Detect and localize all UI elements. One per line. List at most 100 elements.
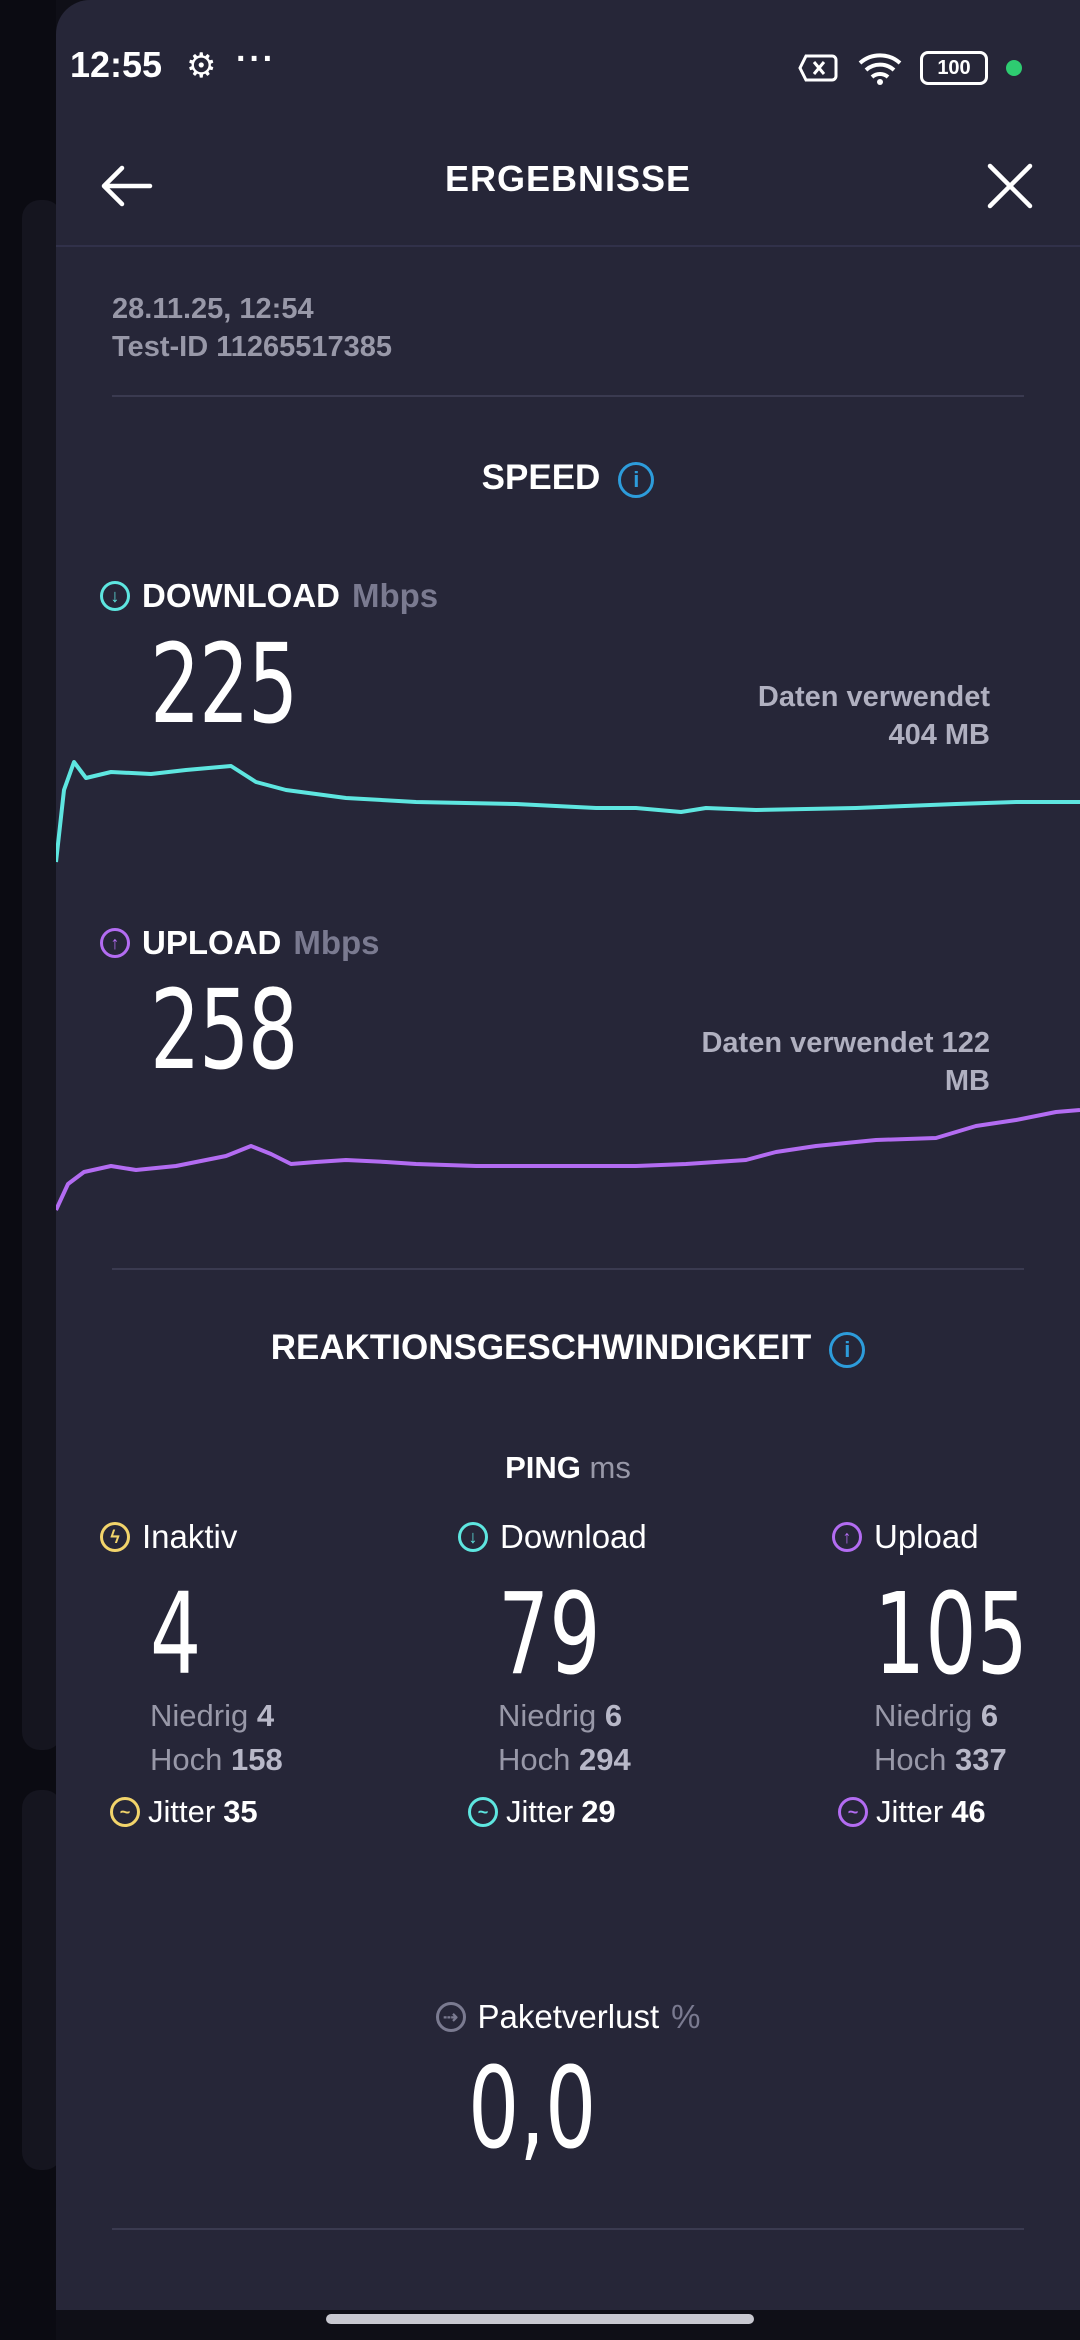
ping-column-idle: ϟ Inaktiv 4 Niedrig 4 Hoch 158 ~ Jitter … [100, 1518, 420, 1830]
high-label: Hoch [874, 1742, 947, 1777]
download-label: ↓ DOWNLOAD Mbps [100, 577, 438, 615]
divider [112, 2228, 1024, 2230]
jitter-wave-icon: ~ [468, 1797, 498, 1827]
results-sheet: 12:55 ⚙ ··· 100 ERGEBNISSE 28.1 [56, 0, 1080, 2310]
ping-unit: ms [589, 1450, 631, 1485]
top-app-bar: ERGEBNISSE [56, 130, 1080, 247]
low-label: Niedrig [498, 1698, 597, 1733]
download-high: Hoch 294 [498, 1742, 778, 1778]
download-ping-value: 79 [498, 1570, 601, 1700]
download-arrow-icon: ↓ [100, 581, 130, 611]
low-label: Niedrig [150, 1698, 249, 1733]
background-card [22, 1790, 62, 2170]
high-value: 158 [231, 1742, 283, 1777]
close-icon[interactable] [974, 150, 1046, 222]
idle-ping-value: 4 [150, 1570, 202, 1700]
idle-label: Inaktiv [142, 1518, 238, 1555]
responsiveness-title-text: REAKTIONSGESCHWINDIGKEIT [270, 1328, 812, 1367]
page-title: ERGEBNISSE [444, 158, 692, 199]
download-data-used-label: Daten verwendet [757, 681, 990, 713]
divider [112, 395, 1024, 397]
upload-ping-label: Upload [874, 1518, 979, 1555]
high-value: 294 [579, 1742, 631, 1777]
jitter-label: Jitter [876, 1794, 944, 1829]
download-data-used-value: 404 MB [888, 719, 990, 751]
background-card [22, 200, 62, 1750]
download-jitter: ~ Jitter 29 [468, 1794, 778, 1830]
upload-label: ↑ UPLOAD Mbps [100, 924, 380, 962]
jitter-wave-icon: ~ [110, 1797, 140, 1827]
jitter-value: 46 [951, 1794, 986, 1829]
upload-low: Niedrig 6 [874, 1698, 1072, 1734]
responsiveness-info-icon[interactable]: i [829, 1331, 866, 1368]
download-ping-label: Download [500, 1518, 647, 1555]
packet-loss-unit: % [671, 1998, 701, 2035]
low-value: 4 [256, 1698, 275, 1733]
status-right-icons: 100 [798, 48, 1022, 88]
test-id: Test-ID 11265517385 [112, 331, 393, 363]
jitter-label: Jitter [506, 1794, 574, 1829]
high-label: Hoch [498, 1742, 571, 1777]
upload-arrow-icon: ↑ [832, 1522, 862, 1552]
settings-gear-icon: ⚙ [186, 47, 217, 85]
download-ping-header: ↓ Download [458, 1518, 778, 1556]
sim-off-icon [798, 54, 838, 82]
download-graph [56, 760, 1080, 863]
lightning-icon: ϟ [100, 1522, 130, 1552]
packet-loss-label-text: Paketverlust [477, 1998, 660, 2035]
wifi-icon [858, 53, 902, 85]
upload-high: Hoch 337 [874, 1742, 1072, 1778]
back-arrow-icon[interactable] [90, 150, 162, 222]
more-dots-icon: ··· [236, 40, 276, 78]
idle-high: Hoch 158 [150, 1742, 420, 1778]
upload-unit: Mbps [293, 924, 380, 961]
download-arrow-icon: ↓ [458, 1522, 488, 1552]
upload-data-used-line1: Daten verwendet 122 [701, 1027, 990, 1059]
jitter-value: 29 [581, 1794, 616, 1829]
speed-section-title: SPEED i [56, 458, 1080, 498]
jitter-label: Jitter [148, 1794, 216, 1829]
download-label-text: DOWNLOAD [142, 577, 340, 614]
status-dot-icon [1006, 60, 1022, 76]
packet-loss-icon: ⇢ [435, 2002, 466, 2032]
speed-info-icon[interactable]: i [618, 461, 655, 498]
jitter-wave-icon: ~ [838, 1797, 868, 1827]
packet-loss-label: ⇢ Paketverlust % [56, 1998, 1080, 2036]
upload-data-used: Daten verwendet 122 MB [701, 1024, 990, 1100]
high-value: 337 [955, 1742, 1007, 1777]
idle-header: ϟ Inaktiv [100, 1518, 420, 1556]
download-speed-value: 225 [150, 620, 298, 748]
test-meta: 28.11.25, 12:54 Test-ID 11265517385 [112, 290, 392, 366]
status-time: 12:55 [70, 44, 163, 85]
home-indicator[interactable] [326, 2314, 754, 2324]
upload-speed-value: 258 [150, 966, 298, 1094]
test-datetime: 28.11.25, 12:54 [112, 293, 314, 325]
jitter-value: 35 [223, 1794, 258, 1829]
idle-jitter: ~ Jitter 35 [110, 1794, 420, 1830]
upload-data-used-line2: MB [944, 1065, 990, 1097]
packet-loss-value: 0,0 [468, 2044, 597, 2174]
ping-column-upload: ↑ Upload 105 Niedrig 6 Hoch 337 ~ Jitter… [832, 1518, 1072, 1830]
upload-arrow-icon: ↑ [100, 928, 130, 958]
battery-icon: 100 [920, 51, 988, 85]
divider [112, 1268, 1024, 1270]
responsiveness-section-title: REAKTIONSGESCHWINDIGKEIT i [56, 1328, 1080, 1368]
low-value: 6 [980, 1698, 999, 1733]
low-label: Niedrig [874, 1698, 973, 1733]
speed-title-text: SPEED [481, 458, 601, 497]
upload-jitter: ~ Jitter 46 [838, 1794, 1072, 1830]
upload-ping-header: ↑ Upload [832, 1518, 1072, 1556]
download-low: Niedrig 6 [498, 1698, 778, 1734]
upload-label-text: UPLOAD [142, 924, 282, 961]
upload-graph [56, 1108, 1080, 1211]
upload-ping-value: 105 [874, 1570, 1028, 1700]
ping-label: PING [505, 1450, 581, 1485]
ping-title: PING ms [56, 1450, 1080, 1486]
high-label: Hoch [150, 1742, 223, 1777]
low-value: 6 [604, 1698, 623, 1733]
ping-column-download: ↓ Download 79 Niedrig 6 Hoch 294 ~ Jitte… [458, 1518, 778, 1830]
idle-low: Niedrig 4 [150, 1698, 420, 1734]
download-data-used: Daten verwendet 404 MB [758, 678, 990, 754]
status-bar: 12:55 ⚙ ··· 100 [56, 0, 1080, 130]
download-unit: Mbps [351, 577, 439, 614]
